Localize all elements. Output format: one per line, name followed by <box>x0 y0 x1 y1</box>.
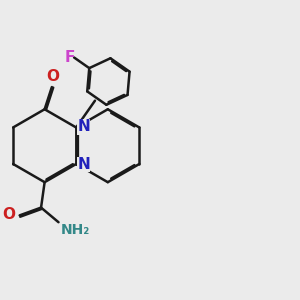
Text: N: N <box>77 119 90 134</box>
Text: O: O <box>46 69 59 84</box>
Text: N: N <box>77 157 90 172</box>
Text: F: F <box>65 50 75 65</box>
Text: O: O <box>3 207 16 222</box>
Text: NH₂: NH₂ <box>61 224 90 237</box>
